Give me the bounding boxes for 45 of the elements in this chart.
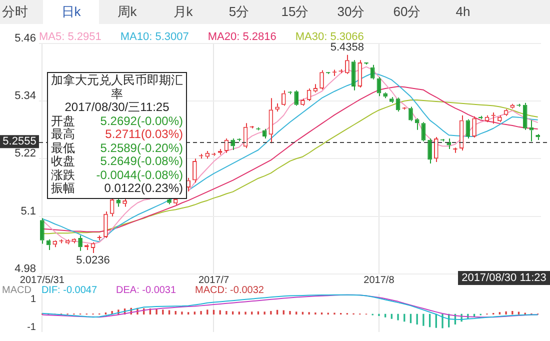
y-tick-label: -1 — [27, 322, 36, 334]
annotation: 涨跌 — [51, 168, 75, 182]
annotation: 5.4358 — [330, 41, 364, 54]
annotation: 5.2649(-0.08%) — [100, 154, 183, 168]
text: 60分 — [392, 3, 422, 21]
annotation: 0.0122(0.23%) — [104, 181, 183, 196]
annotation: 振幅 — [51, 181, 75, 196]
text: 周k — [116, 3, 138, 21]
annotation: 5.2711(0.03%) — [105, 127, 183, 142]
text: MA10: 5.3007 — [120, 31, 189, 44]
y-tick-label: 1 — [30, 294, 36, 305]
annotation: 5.0236 — [76, 254, 110, 267]
text: 分时 — [1, 3, 29, 21]
annotation: 最高 — [51, 127, 75, 142]
text: MA30: 5.3066 — [295, 31, 364, 44]
text: 日k — [43, 0, 99, 24]
text: 4h — [454, 3, 472, 21]
chart-title: MACD — [2, 284, 32, 296]
ref-line-label: 5.2555 — [2, 136, 36, 148]
y-tick-label: 5.46 — [14, 32, 36, 44]
series-label: MACD: -0.0032 — [195, 284, 264, 296]
annotation: 5.2692(-0.00%) — [100, 114, 183, 128]
text: 15分 — [280, 3, 310, 21]
annotation: 加拿大元兑人民币即期汇率 — [50, 73, 184, 101]
annotation: 5.2589(-0.20%) — [100, 140, 183, 155]
y-tick-label: 4.98 — [14, 263, 36, 276]
text: MA20: 5.2816 — [208, 31, 276, 44]
text: MA5: 5.2951 — [39, 31, 102, 44]
series-label: DIF: -0.0047 — [41, 284, 98, 296]
annotation: 收盘 — [51, 154, 75, 168]
text: 30分 — [336, 3, 366, 21]
annotation: 2017/08/30 11:23 — [458, 271, 550, 285]
annotation: 最低 — [51, 140, 75, 155]
x-tick-label: 2017/5/31 — [20, 274, 65, 286]
y-tick-label: 5.22 — [14, 148, 36, 160]
text: 月k — [172, 3, 194, 21]
x-tick-label: 2017/7 — [198, 274, 230, 286]
series-label: DEA: -0.0031 — [116, 284, 176, 296]
x-tick-label: 2017/8 — [364, 274, 395, 286]
y-tick-label: 5.34 — [14, 90, 36, 102]
y-tick-label: 5.1 — [20, 205, 36, 218]
text: 5分 — [228, 3, 250, 21]
annotation: 2017/08/30/三11:25 — [64, 100, 170, 114]
annotation: 开盘 — [51, 114, 75, 128]
annotation: -0.0044(-0.08%) — [96, 168, 183, 182]
